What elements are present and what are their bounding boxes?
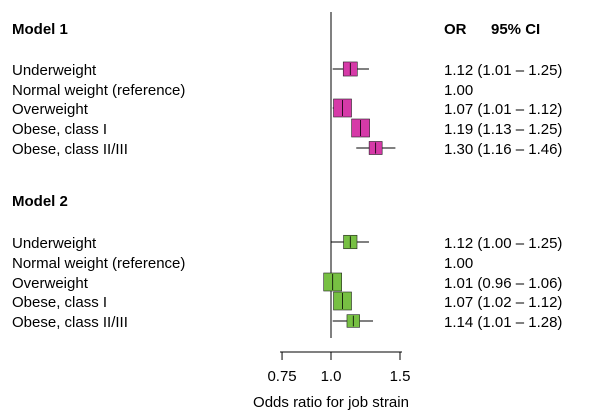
x-tick-label: 0.75 — [267, 368, 296, 385]
row-label: Obese, class I — [12, 121, 107, 138]
row-label: Obese, class I — [12, 294, 107, 311]
effect-markers — [323, 61, 396, 328]
or-value: 1.07 (1.01 – 1.12) — [444, 101, 562, 118]
or-value: 1.12 (1.00 – 1.25) — [444, 235, 562, 252]
or-value: 1.00 — [444, 255, 473, 272]
row-label: Overweight — [12, 101, 89, 118]
x-tick-label: 1.0 — [321, 368, 342, 385]
or-value: 1.14 (1.01 – 1.28) — [444, 314, 562, 331]
x-axis: 0.75 1.0 1.5 — [267, 351, 411, 385]
x-axis-label: Odds ratio for job strain — [253, 394, 409, 411]
group-title-model-2: Model 2 — [12, 193, 68, 210]
row-label: Obese, class II/III — [12, 314, 128, 331]
or-value: 1.00 — [444, 82, 473, 99]
row-label: Underweight — [12, 62, 97, 79]
row-label: Obese, class II/III — [12, 141, 128, 158]
row-labels: Underweight Normal weight (reference) Over… — [12, 62, 185, 331]
row-label: Normal weight (reference) — [12, 255, 185, 272]
row-label: Underweight — [12, 235, 97, 252]
or-value: 1.12 (1.01 – 1.25) — [444, 62, 562, 79]
or-values: 1.12 (1.01 – 1.25) 1.00 1.07 (1.01 – 1.12)… — [444, 62, 562, 331]
or-value: 1.01 (0.96 – 1.06) — [444, 275, 562, 292]
column-header-ci: 95% CI — [491, 21, 540, 38]
or-value: 1.19 (1.13 – 1.25) — [444, 121, 562, 138]
x-tick-label: 1.5 — [390, 368, 411, 385]
group-title-model-1: Model 1 — [12, 21, 68, 38]
column-header-or: OR — [444, 21, 467, 38]
row-label: Normal weight (reference) — [12, 82, 185, 99]
or-value: 1.30 (1.16 – 1.46) — [444, 141, 562, 158]
row-label: Overweight — [12, 275, 89, 292]
or-value: 1.07 (1.02 – 1.12) — [444, 294, 562, 311]
